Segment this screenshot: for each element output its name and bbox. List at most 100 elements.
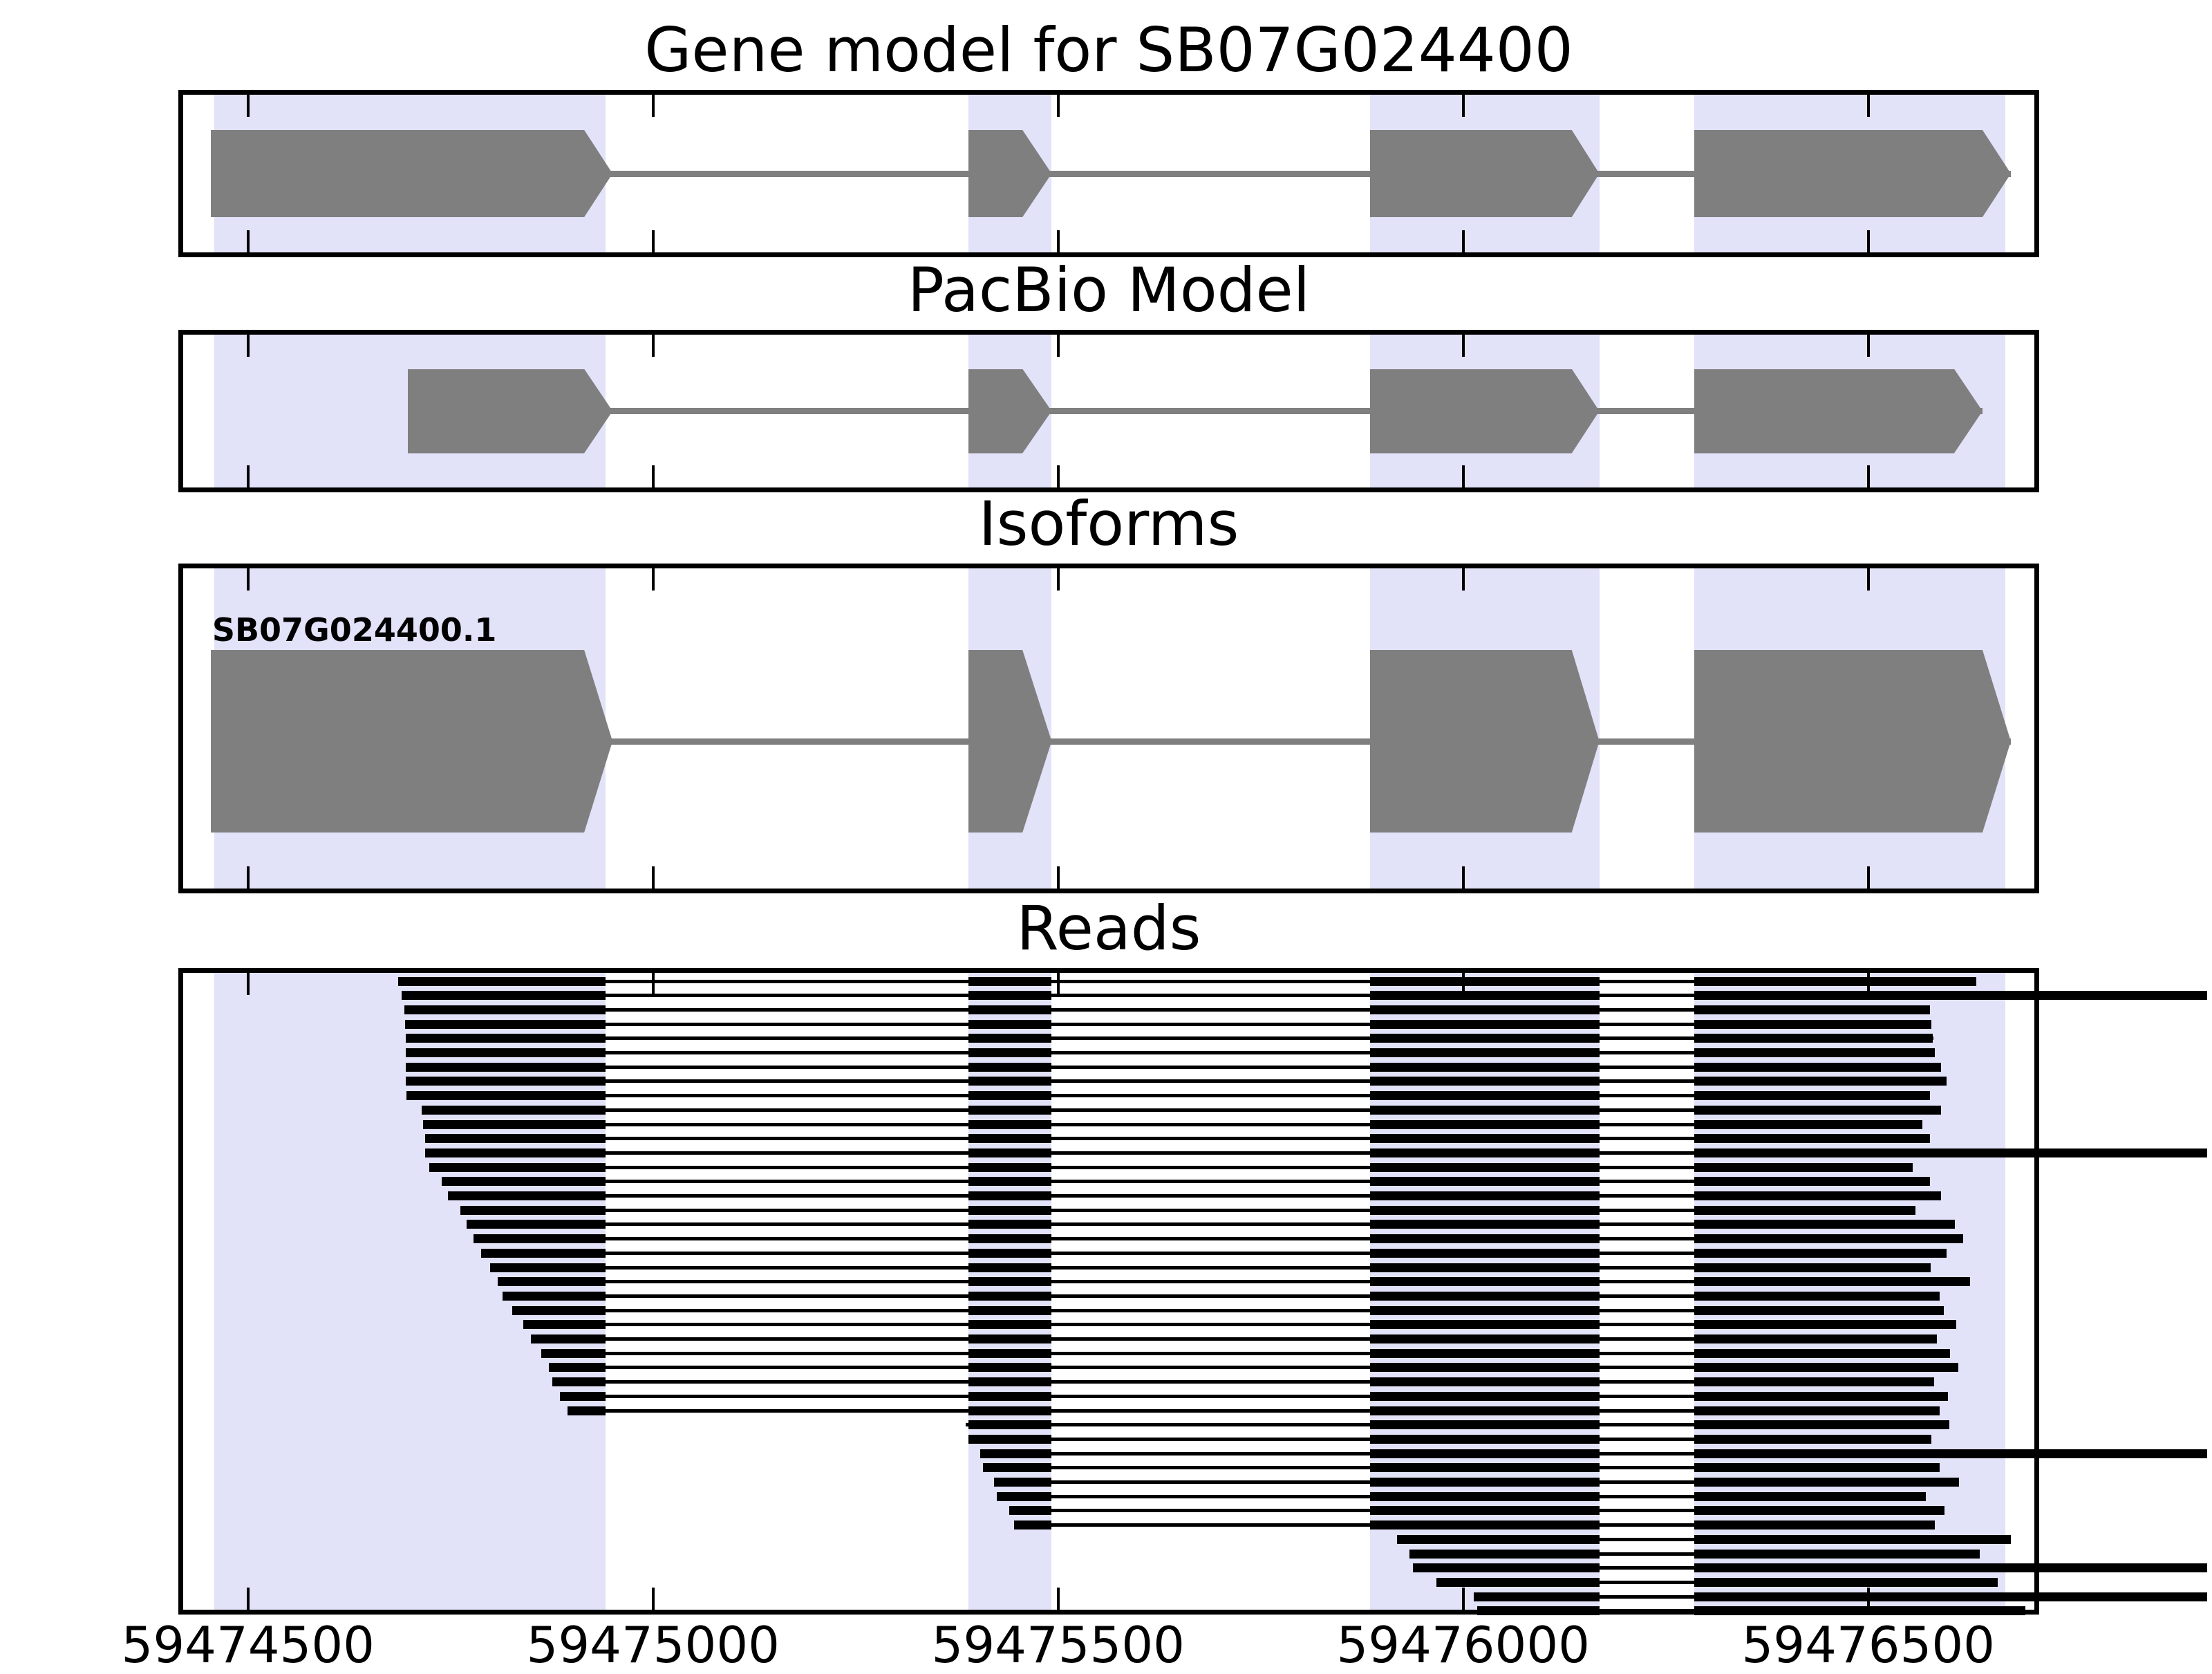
read-exon-block [425, 1134, 606, 1144]
axis-tick-bottom [246, 866, 250, 889]
read-exon-block [1694, 1134, 1930, 1144]
x-axis-tick-label: 59476000 [1336, 1616, 1590, 1674]
read-exon-block [1369, 1363, 1600, 1373]
read-exon-block [968, 1162, 1052, 1172]
read-exon-block [1694, 1177, 1930, 1187]
read-exon-block [968, 1134, 1052, 1144]
read-exon-block [1694, 1320, 1957, 1330]
axis-tick-top [1056, 568, 1060, 590]
read-exon-block [1477, 1606, 1600, 1616]
read-intron-line [404, 1007, 1930, 1012]
exon-arrow [1370, 130, 1600, 217]
read-exon-block [968, 1391, 1052, 1401]
read-exon-block [1369, 1391, 1600, 1401]
read-exon-block [1694, 1606, 2026, 1616]
read-exon-block [968, 1320, 1052, 1330]
read-exon-block [1369, 1434, 1600, 1444]
read-intron-line [425, 1151, 2207, 1155]
read-exon-block [1694, 1377, 1934, 1387]
read-exon-block [1369, 1520, 1600, 1530]
read-exon-block [1369, 976, 1600, 986]
axis-tick-top [651, 568, 655, 590]
read-exon-block [1694, 1019, 1932, 1029]
x-axis-tick-labels: 59474500 59475000 59475500 59476000 59476500 [122, 1616, 2039, 1674]
axis-tick-top [651, 335, 655, 357]
read-exon-block [1694, 1406, 1940, 1415]
axis-tick-bottom [1461, 230, 1465, 252]
read-exon-block [422, 1119, 606, 1129]
read-exon-block [1369, 1034, 1600, 1043]
read-exon-block [1694, 991, 2207, 1001]
read-exon-block [968, 1277, 1052, 1287]
read-intron-line [559, 1394, 1948, 1398]
axis-tick-top [651, 95, 655, 117]
read-intron-line [441, 1180, 1930, 1184]
read-intron-line [502, 1294, 1940, 1298]
read-exon-block [968, 1406, 1052, 1415]
read-exon-block [1694, 1077, 1947, 1086]
read-exon-block [1694, 1263, 1931, 1272]
read-exon-block [1369, 1248, 1600, 1258]
read-exon-block [548, 1363, 606, 1373]
read-intron-line [421, 1108, 1942, 1112]
read-intron-line [406, 1094, 1930, 1098]
read-exon-block [1369, 1277, 1600, 1287]
axis-tick-bottom [1461, 465, 1465, 487]
read-exon-block [1694, 1048, 1935, 1057]
read-exon-block [1694, 1305, 1944, 1315]
read-exon-block [1369, 1449, 1600, 1458]
isoforms-track: SB07G024400.1 [178, 564, 2039, 893]
read-exon-block [1694, 1248, 1947, 1258]
read-exon-block [1409, 1549, 1600, 1559]
axis-tick-bottom [651, 1588, 655, 1610]
read-exon-block [968, 1248, 1052, 1258]
read-exon-block [1369, 1220, 1600, 1229]
read-exon-block [512, 1305, 606, 1315]
read-exon-block [1694, 1463, 1940, 1473]
read-exon-block [406, 1048, 606, 1057]
read-exon-block [968, 1105, 1052, 1115]
read-exon-block [1694, 1520, 1935, 1530]
read-exon-block [1369, 1491, 1600, 1501]
read-exon-block [567, 1406, 606, 1415]
panel-title-gene-model: Gene model for SB07G024400 [644, 14, 1573, 86]
read-exon-block [1369, 1191, 1600, 1200]
read-intron-line [548, 1366, 1958, 1370]
axis-tick-bottom [651, 230, 655, 252]
axis-tick-top [1461, 335, 1465, 357]
axis-tick-bottom [246, 1588, 250, 1610]
read-exon-block [968, 1091, 1052, 1101]
axis-tick-bottom [1866, 465, 1870, 487]
read-exon-block [1694, 1062, 1942, 1072]
intron-line [407, 408, 1983, 414]
axis-tick-top [246, 973, 250, 995]
axis-tick-top [246, 335, 250, 357]
read-intron-line [422, 1122, 1923, 1126]
read-exon-block [1369, 1291, 1600, 1301]
read-exon-block [1694, 976, 1976, 986]
read-exon-block [996, 1491, 1052, 1501]
axis-tick-bottom [651, 465, 655, 487]
read-exon-block [1014, 1520, 1052, 1530]
axis-tick-bottom [1056, 230, 1060, 252]
read-exon-block [497, 1277, 606, 1287]
axis-tick-top [1866, 335, 1870, 357]
isoforms-track-area: SB07G024400.1 [183, 568, 2034, 889]
pacbio-model-track [178, 330, 2039, 492]
read-intron-line [425, 1137, 1930, 1141]
read-exon-block [968, 1119, 1052, 1129]
axis-tick-top [1056, 973, 1060, 995]
intron-line [210, 738, 2011, 745]
x-axis-tick-label: 59474500 [121, 1616, 375, 1674]
exon-arrow [211, 650, 612, 833]
read-intron-line [467, 1222, 1956, 1227]
read-exon-block [448, 1191, 606, 1200]
read-exon-block [1694, 1162, 1913, 1172]
read-exon-block [490, 1263, 606, 1272]
read-exon-block [968, 1205, 1052, 1215]
read-exon-block [1369, 1348, 1600, 1358]
read-exon-block [1694, 1220, 1956, 1229]
read-intron-line [473, 1237, 1963, 1241]
isoform-label: SB07G024400.1 [212, 611, 497, 649]
axis-tick-bottom [246, 230, 250, 252]
